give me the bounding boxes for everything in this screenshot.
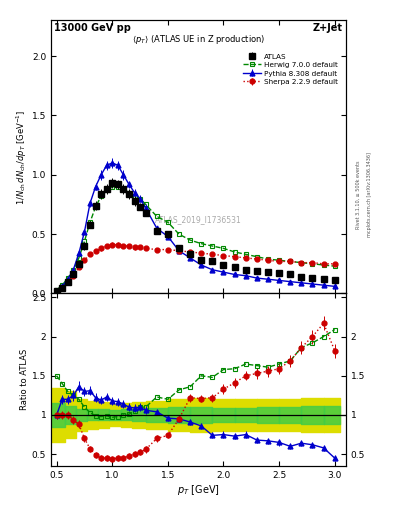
Text: 13000 GeV pp: 13000 GeV pp — [54, 23, 131, 33]
Legend: ATLAS, Herwig 7.0.0 default, Pythia 8.308 default, Sherpa 2.2.9 default: ATLAS, Herwig 7.0.0 default, Pythia 8.30… — [241, 51, 339, 87]
Text: Rivet 3.1.10, ≥ 500k events: Rivet 3.1.10, ≥ 500k events — [356, 160, 361, 229]
X-axis label: $p_T$ [GeV]: $p_T$ [GeV] — [177, 482, 220, 497]
Text: ATLAS_2019_I1736531: ATLAS_2019_I1736531 — [155, 215, 242, 224]
Y-axis label: $1/N_\mathrm{ch}\,dN_\mathrm{ch}/dp_T\;[\mathrm{GeV}^{-1}]$: $1/N_\mathrm{ch}\,dN_\mathrm{ch}/dp_T\;[… — [15, 109, 29, 205]
Y-axis label: Ratio to ATLAS: Ratio to ATLAS — [20, 349, 29, 410]
Text: mcplots.cern.ch [arXiv:1306.3436]: mcplots.cern.ch [arXiv:1306.3436] — [367, 152, 373, 237]
Text: $\langle p_T\rangle$ (ATLAS UE in Z production): $\langle p_T\rangle$ (ATLAS UE in Z prod… — [132, 33, 265, 46]
Text: Z+Jet: Z+Jet — [313, 23, 343, 33]
